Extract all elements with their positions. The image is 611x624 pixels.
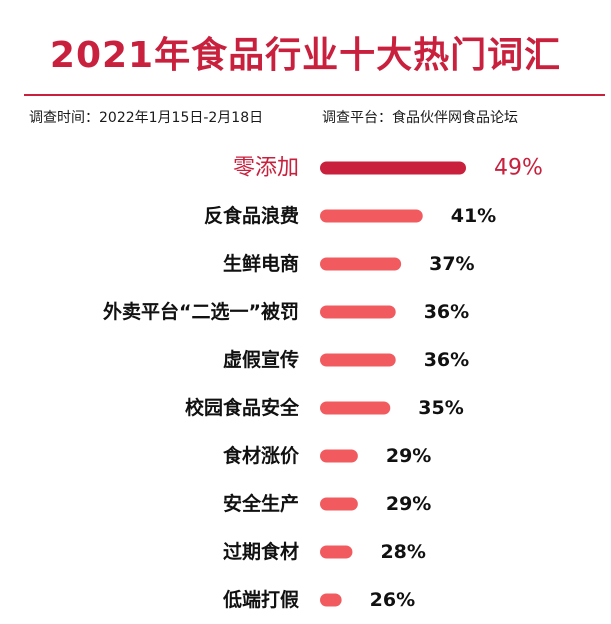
value-label: 29% [386, 493, 431, 515]
title-divider [24, 94, 605, 96]
category-label: 过期食材 [223, 540, 299, 563]
value-label: 35% [418, 397, 463, 419]
bar [320, 497, 358, 511]
category-label: 虚假宣传 [223, 348, 299, 371]
category-label: 安全生产 [223, 492, 299, 515]
value-label: 36% [424, 349, 469, 371]
category-label: 生鲜电商 [223, 252, 299, 275]
value-label: 41% [451, 205, 496, 227]
category-label: 反食品浪费 [204, 204, 299, 227]
category-label: 校园食品安全 [185, 396, 300, 419]
bar [320, 593, 342, 607]
category-label: 外卖平台“二选一”被罚 [103, 300, 299, 323]
bar [320, 161, 466, 175]
chart-title: 2021年食品行业十大热门词汇 [49, 35, 562, 76]
bar [320, 353, 396, 367]
value-label: 26% [370, 589, 415, 611]
category-label: 食材涨价 [223, 444, 300, 467]
bar [320, 449, 358, 463]
value-label: 49% [494, 156, 543, 181]
bar [320, 209, 423, 223]
bar [320, 257, 402, 271]
bar [320, 401, 391, 415]
value-label: 36% [424, 301, 469, 323]
survey-period: 调查时间：2022年1月15日-2月18日 [29, 110, 264, 126]
value-label: 28% [380, 541, 425, 563]
bar [320, 545, 353, 559]
category-label: 低端打假 [222, 588, 299, 611]
category-label: 零添加 [233, 156, 299, 181]
value-label: 37% [429, 253, 474, 275]
survey-platform: 调查平台：食品伙伴网食品论坛 [322, 110, 518, 126]
bar [320, 305, 396, 319]
value-label: 29% [386, 445, 431, 467]
